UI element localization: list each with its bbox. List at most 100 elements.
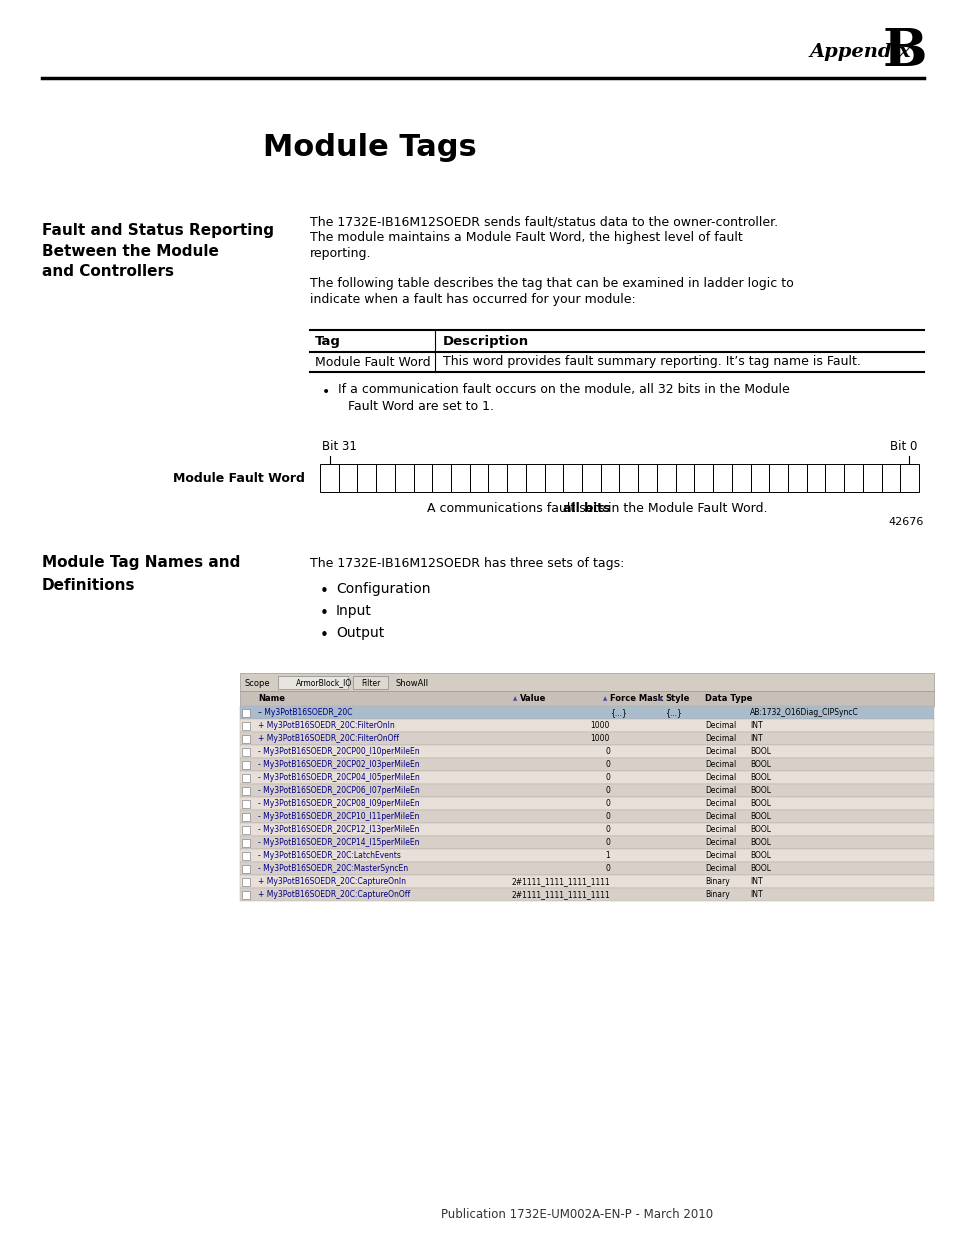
Bar (432, 464, 451, 492)
Bar (750, 464, 768, 492)
Text: indicate when a fault has occurred for your module:: indicate when a fault has occurred for y… (310, 294, 635, 306)
Bar (240, 810, 933, 823)
Bar (240, 836, 933, 848)
Text: •: • (319, 605, 329, 620)
Bar (694, 464, 712, 492)
Text: and Controllers: and Controllers (42, 264, 173, 279)
Text: A communications fault sets: A communications fault sets (427, 501, 609, 515)
Text: reporting.: reporting. (310, 247, 371, 261)
Bar (240, 888, 933, 902)
Bar (881, 464, 900, 492)
Text: •: • (319, 627, 329, 642)
Text: 0: 0 (604, 864, 609, 873)
Text: + My3PotB16SOEDR_20C:CaptureOnIn: + My3PotB16SOEDR_20C:CaptureOnIn (257, 877, 406, 885)
Text: Description: Description (442, 335, 529, 347)
Text: ShowAll: ShowAll (395, 678, 429, 688)
Bar (242, 773, 250, 782)
Text: in the Module Fault Word.: in the Module Fault Word. (603, 501, 766, 515)
Text: INT: INT (749, 721, 761, 730)
Text: 0: 0 (604, 747, 609, 756)
Text: BOOL: BOOL (749, 839, 770, 847)
Text: Data Type: Data Type (704, 694, 752, 703)
Text: - My3PotB16SOEDR_20C:MasterSyncEn: - My3PotB16SOEDR_20C:MasterSyncEn (257, 864, 408, 873)
Text: Output: Output (335, 626, 384, 640)
Text: BOOL: BOOL (749, 773, 770, 782)
Text: Input: Input (335, 604, 372, 618)
Text: 0: 0 (604, 839, 609, 847)
Bar (240, 692, 933, 706)
Bar (242, 735, 250, 742)
Text: Fault and Status Reporting: Fault and Status Reporting (42, 222, 274, 237)
Text: INT: INT (749, 877, 761, 885)
Text: - My3PotB16SOEDR_20CP04_I05perMileEn: - My3PotB16SOEDR_20CP04_I05perMileEn (257, 773, 419, 782)
Bar (242, 709, 250, 716)
Text: 1000: 1000 (590, 721, 609, 730)
Bar (240, 673, 933, 692)
Text: INT: INT (749, 734, 761, 743)
Bar (242, 825, 250, 834)
Text: Publication 1732E-UM002A-EN-P - March 2010: Publication 1732E-UM002A-EN-P - March 20… (440, 1209, 712, 1221)
Bar (240, 797, 933, 810)
Text: The 1732E-IB16M12SOEDR sends fault/status data to the owner-controller.: The 1732E-IB16M12SOEDR sends fault/statu… (310, 215, 778, 228)
Bar (675, 464, 694, 492)
Bar (242, 813, 250, 820)
Bar (525, 464, 544, 492)
Bar (900, 464, 918, 492)
Bar (240, 706, 933, 719)
Text: The module maintains a Module Fault Word, the highest level of fault: The module maintains a Module Fault Word… (310, 231, 742, 245)
Text: Decimal: Decimal (704, 773, 736, 782)
Text: - My3PotB16SOEDR_20CP02_I03perMileEn: - My3PotB16SOEDR_20CP02_I03perMileEn (257, 760, 419, 769)
Text: Configuration: Configuration (335, 582, 430, 597)
Bar (277, 676, 348, 688)
Text: Definitions: Definitions (42, 578, 135, 593)
Bar (862, 464, 881, 492)
Text: 0: 0 (604, 825, 609, 834)
Text: This word provides fault summary reporting. It’s tag name is Fault.: This word provides fault summary reporti… (442, 356, 860, 368)
Bar (240, 771, 933, 784)
Text: - My3PotB16SOEDR_20CP14_I15perMileEn: - My3PotB16SOEDR_20CP14_I15perMileEn (257, 839, 419, 847)
Text: Decimal: Decimal (704, 851, 736, 860)
Bar (806, 464, 824, 492)
Text: Name: Name (257, 694, 285, 703)
Text: Decimal: Decimal (704, 864, 736, 873)
Bar (242, 839, 250, 846)
Bar (240, 823, 933, 836)
Bar (638, 464, 657, 492)
Bar (242, 721, 250, 730)
Bar (240, 876, 933, 888)
Text: ArmorBlock_IO: ArmorBlock_IO (295, 678, 352, 688)
Bar (731, 464, 750, 492)
Text: 0: 0 (604, 799, 609, 808)
Bar (843, 464, 862, 492)
Text: - My3PotB16SOEDR_20CP10_I11perMileEn: - My3PotB16SOEDR_20CP10_I11perMileEn (257, 811, 419, 821)
Text: Binary: Binary (704, 877, 729, 885)
Bar (242, 799, 250, 808)
Text: + My3PotB16SOEDR_20C:FilterOnIn: + My3PotB16SOEDR_20C:FilterOnIn (257, 721, 395, 730)
Bar (240, 862, 933, 876)
Text: - My3PotB16SOEDR_20CP06_I07perMileEn: - My3PotB16SOEDR_20CP06_I07perMileEn (257, 785, 419, 795)
Text: BOOL: BOOL (749, 825, 770, 834)
Text: BOOL: BOOL (749, 760, 770, 769)
Bar (451, 464, 469, 492)
Text: Decimal: Decimal (704, 825, 736, 834)
Bar (395, 464, 414, 492)
Bar (240, 745, 933, 758)
Text: - My3PotB16SOEDR_20C:LatchEvents: - My3PotB16SOEDR_20C:LatchEvents (257, 851, 400, 860)
Bar (242, 864, 250, 872)
Text: 1000: 1000 (590, 734, 609, 743)
Text: Decimal: Decimal (704, 799, 736, 808)
Bar (375, 464, 395, 492)
Text: B: B (882, 26, 926, 78)
Bar (618, 464, 638, 492)
Text: BOOL: BOOL (749, 851, 770, 860)
Text: Decimal: Decimal (704, 760, 736, 769)
Bar (768, 464, 787, 492)
Text: Decimal: Decimal (704, 839, 736, 847)
Text: ▲: ▲ (657, 697, 661, 701)
Text: + My3PotB16SOEDR_20C:FilterOnOff: + My3PotB16SOEDR_20C:FilterOnOff (257, 734, 398, 743)
Text: - My3PotB16SOEDR_20CP00_I10perMileEn: - My3PotB16SOEDR_20CP00_I10perMileEn (257, 747, 419, 756)
Text: Decimal: Decimal (704, 785, 736, 795)
Text: Value: Value (519, 694, 546, 703)
Bar (357, 464, 375, 492)
Bar (242, 890, 250, 899)
